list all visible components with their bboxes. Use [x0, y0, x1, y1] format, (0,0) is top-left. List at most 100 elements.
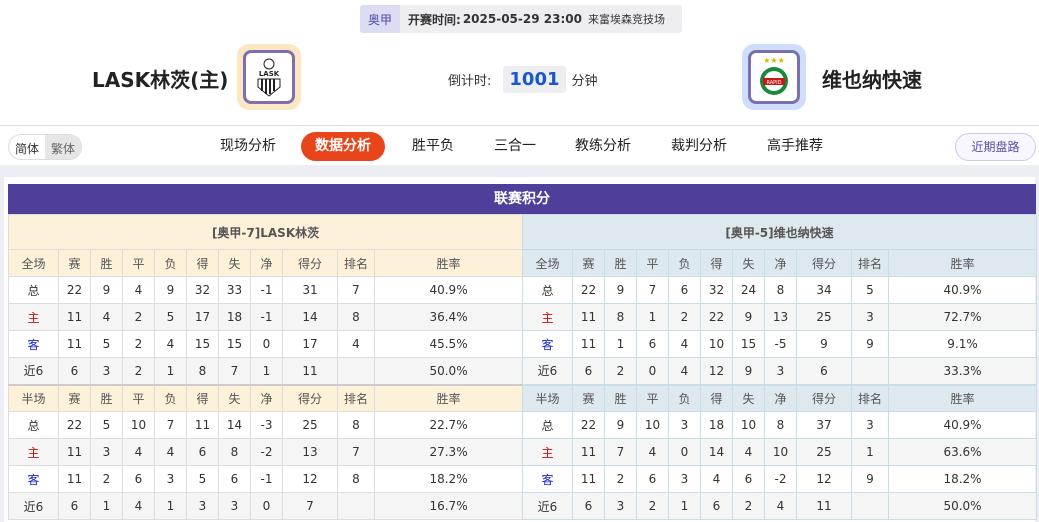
table-cell: 3: [764, 357, 797, 385]
table-cell: 12: [282, 465, 338, 493]
table-cell: 5: [90, 330, 123, 358]
column-header: 得分: [796, 383, 852, 412]
table-cell: 22: [58, 411, 91, 439]
home-team-name[interactable]: LASK林茨(主): [92, 68, 229, 92]
table-cell: 7: [337, 438, 375, 466]
countdown: 倒计时: 1001 分钟: [448, 66, 598, 93]
column-header: 得: [700, 249, 733, 277]
full-header-row: 全场赛胜平负得失净得分 排名 胜率: [8, 249, 524, 277]
table-cell: 1: [604, 330, 637, 358]
section-label: 半场: [8, 383, 59, 412]
table-cell: 17: [186, 303, 219, 331]
column-header: 胜率: [888, 383, 1037, 412]
table-cell: 18.2%: [373, 465, 524, 493]
row-label: 总: [8, 411, 59, 439]
table-cell: 22: [58, 276, 91, 304]
table-cell: 9: [604, 276, 637, 304]
table-cell: 6: [218, 465, 251, 493]
table-cell: 25: [282, 411, 338, 439]
table-cell: 18.2%: [888, 465, 1037, 493]
table-cell: 6: [668, 276, 701, 304]
away-team-name[interactable]: 维也纳快速: [822, 68, 922, 92]
table-cell: 32: [700, 276, 733, 304]
table-cell: 12: [700, 357, 733, 385]
table-cell: 45.5%: [373, 330, 524, 358]
column-header: 平: [122, 383, 155, 412]
table-cell: 33: [218, 276, 251, 304]
table-cell: 4: [764, 492, 797, 520]
table-row: 主 11 7 4 0 14 4 10 25 1 63.6%: [522, 438, 1037, 466]
nav-tab-1[interactable]: 数据分析: [301, 132, 385, 161]
table-cell: 1: [154, 357, 187, 385]
table-cell: 3: [90, 357, 123, 385]
table-cell: 0: [668, 438, 701, 466]
match-info-bar: 奥甲 开赛时间: 2025-05-29 23:00 来富埃森竞技场: [360, 5, 682, 33]
section-label: 全场: [8, 249, 59, 277]
table-cell: 9: [154, 276, 187, 304]
table-cell: 6: [122, 465, 155, 493]
table-cell: -2: [250, 438, 283, 466]
away-team-logo[interactable]: ★★★ RAPID: [742, 44, 806, 110]
column-header: 胜率: [373, 383, 524, 412]
table-cell: 50.0%: [888, 492, 1037, 520]
nav-tab-4[interactable]: 教练分析: [575, 138, 631, 154]
table-cell: 10: [700, 330, 733, 358]
column-header: 失: [732, 383, 765, 412]
rapid-crest-icon: ★★★ RAPID: [760, 56, 788, 95]
nav-tab-2[interactable]: 胜平负: [412, 138, 454, 154]
column-header: 赛: [572, 383, 605, 412]
table-cell: 22.7%: [373, 411, 524, 439]
table-cell: 8: [218, 438, 251, 466]
table-cell: 22: [572, 411, 605, 439]
table-row: 总 22 9 4 9 32 33 -1 31 7 40.9%: [8, 276, 524, 304]
table-cell: 14: [700, 438, 733, 466]
table-cell: 22: [700, 303, 733, 331]
team-caption: [奥甲-7]LASK林茨: [7, 214, 524, 250]
nav-tab-0[interactable]: 现场分析: [220, 138, 276, 154]
table-cell: 4: [90, 303, 123, 331]
table-cell: 11: [282, 357, 338, 385]
nav-tab-3[interactable]: 三合一: [494, 138, 536, 154]
league-badge[interactable]: 奥甲: [360, 5, 401, 33]
half-header-row: 半场赛胜平负得失净得分 排名 胜率: [522, 383, 1037, 412]
table-cell: 31: [282, 276, 338, 304]
table-cell: 11: [58, 438, 91, 466]
lang-simplified[interactable]: 简体: [15, 142, 40, 156]
row-label: 客: [522, 465, 573, 493]
table-cell: 10: [732, 411, 765, 439]
lang-traditional[interactable]: 繁体: [45, 135, 82, 159]
table-cell: 9: [604, 411, 637, 439]
recent-odds-button[interactable]: 近期盘路: [955, 133, 1036, 161]
column-header: 负: [154, 383, 187, 412]
column-header: 排名: [851, 249, 889, 277]
row-label: 近6: [522, 357, 573, 385]
table-row: 客 11 2 6 3 4 6 -2 12 9 18.2%: [522, 465, 1037, 493]
column-header: 平: [636, 383, 669, 412]
table-cell: 10: [764, 438, 797, 466]
column-header: 排名: [337, 383, 375, 412]
svg-text:LASK: LASK: [259, 70, 280, 78]
table-cell: 3: [90, 438, 123, 466]
table-cell: 32: [186, 276, 219, 304]
column-header: 失: [218, 249, 251, 277]
table-cell: 9.1%: [888, 330, 1037, 358]
nav-tab-6[interactable]: 高手推荐: [767, 138, 823, 154]
table-cell: 2: [90, 465, 123, 493]
nav-tab-5[interactable]: 裁判分析: [671, 138, 727, 154]
home-team-logo[interactable]: LASK: [237, 44, 301, 110]
column-header: 赛: [572, 249, 605, 277]
table-cell: 1: [250, 357, 283, 385]
divider: [0, 165, 1039, 177]
column-header: 赛: [58, 383, 91, 412]
table-row: 客 11 5 2 4 15 15 0 17 4 45.5%: [8, 330, 524, 358]
table-cell: 2: [668, 303, 701, 331]
table-row: 近6 6 1 4 1 3 3 0 7 16.7%: [8, 492, 524, 520]
table-cell: 34: [796, 276, 852, 304]
column-header: 平: [122, 249, 155, 277]
table-cell: 11: [58, 330, 91, 358]
column-header: 排名: [337, 249, 375, 277]
table-cell: 7: [636, 276, 669, 304]
table-cell: 11: [186, 411, 219, 439]
table-cell: 4: [122, 492, 155, 520]
table-cell: 11: [572, 303, 605, 331]
